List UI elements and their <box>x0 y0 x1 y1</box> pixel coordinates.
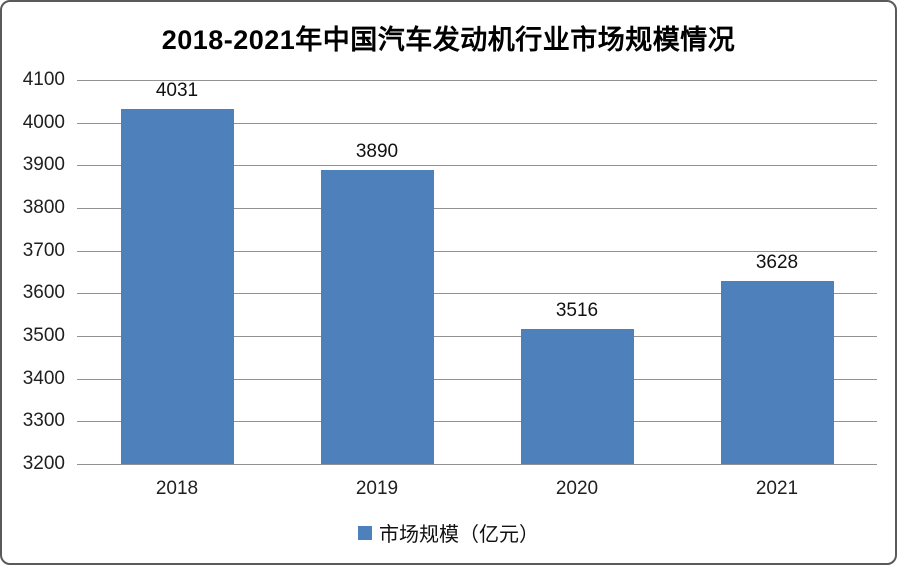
chart-title: 2018-2021年中国汽车发动机行业市场规模情况 <box>161 25 736 55</box>
gridline <box>77 378 877 380</box>
y-axis-tick-label: 3900 <box>22 154 65 176</box>
legend-marker <box>358 525 372 540</box>
y-axis-tick-label: 3800 <box>22 197 65 218</box>
legend-label: 市场规模（亿元） <box>379 524 539 546</box>
x-axis-label: 2021 <box>755 478 799 499</box>
y-axis-tick-label: 3300 <box>22 410 65 432</box>
gridline <box>77 250 877 252</box>
y-axis-tick-label: 3700 <box>22 239 65 261</box>
gridline <box>77 336 877 337</box>
plot-area: 3200 3300 3400 3500 3600 3700 3800 3900 4000 4100… <box>23 69 877 499</box>
bar-2021 <box>720 281 834 464</box>
bar-value-label: 3890 <box>355 140 399 162</box>
x-axis-line <box>77 464 877 465</box>
legend: 市场规模（亿元） <box>2 518 895 547</box>
bar-value-label: 3628 <box>755 252 799 274</box>
y-axis-tick-label: 4000 <box>22 111 65 133</box>
x-axis-label: 2019 <box>355 478 399 499</box>
y-axis-tick-label: 3600 <box>22 282 65 304</box>
gridline <box>77 122 877 124</box>
gridline <box>77 208 877 209</box>
gridline <box>77 165 877 167</box>
bar-2019 <box>320 169 434 464</box>
bar-2020 <box>520 329 634 464</box>
y-axis-tick-label: 3400 <box>22 367 65 389</box>
gridline <box>77 421 877 423</box>
x-axis-label: 2018 <box>155 478 199 499</box>
gridline <box>77 293 877 295</box>
y-axis-tick-label: 3200 <box>22 453 65 474</box>
bar-2018 <box>120 109 234 464</box>
y-axis-tick-label: 3500 <box>22 325 65 346</box>
y-axis-tick-label: 4100 <box>22 69 65 90</box>
gridline <box>77 80 877 81</box>
bar-value-label: 3516 <box>555 300 599 322</box>
bar-value-label: 4031 <box>155 80 199 102</box>
x-axis-label: 2020 <box>555 478 599 499</box>
